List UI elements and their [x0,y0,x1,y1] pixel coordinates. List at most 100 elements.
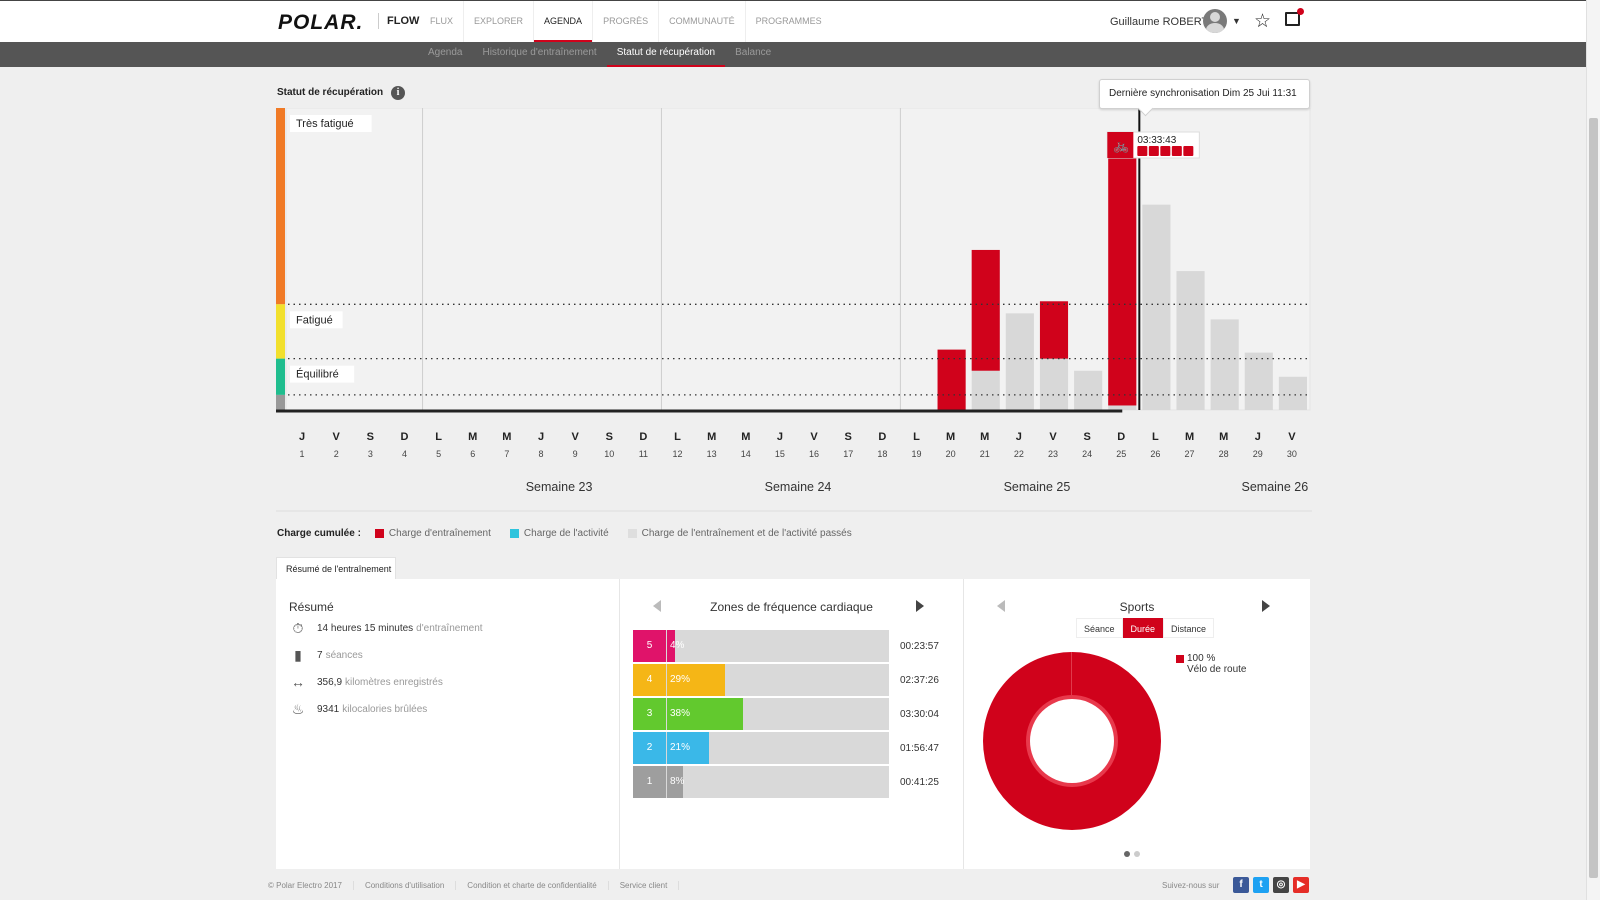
sports-prev-arrow-icon[interactable] [997,600,1005,612]
user-name[interactable]: Guillaume ROBERT [1110,16,1209,28]
bar-past-load [1244,352,1273,410]
twitter-icon[interactable]: t [1253,877,1269,893]
zone-number: 1 [633,766,666,798]
page-scrollbar[interactable] [1586,0,1600,900]
youtube-icon[interactable]: ▶ [1293,877,1309,893]
day-label: S [845,431,852,443]
avatar[interactable] [1203,9,1227,33]
date-label: 11 [639,449,648,459]
date-label: 10 [604,449,614,459]
bar-training-load[interactable] [1039,301,1069,359]
sports-donut-chart[interactable] [983,652,1161,830]
legend-entry-past: Charge de l'entraînement et de l'activit… [627,528,852,539]
zone-percent: 29% [670,674,691,685]
subnav-item-historique[interactable]: Historique d'entraînement [482,47,597,58]
day-label: M [468,431,477,443]
sports-title: Sports [1119,600,1155,614]
subnav-item-balance[interactable]: Balance [735,47,772,58]
day-label: M [946,431,955,443]
intensity-block [1148,146,1159,156]
zone-percent: 8% [670,776,685,787]
star-icon[interactable]: ☆ [1254,11,1272,32]
week-label: Semaine 24 [765,480,832,494]
zone-fill-bar [667,766,683,798]
week-label: Semaine 26 [1242,480,1309,494]
legend-entry-training: Charge d'entraînement [374,528,491,539]
nav-item-communaute[interactable]: COMMUNAUTÉ [659,1,746,42]
date-label: 6 [470,449,475,459]
legend-entry-activity: Charge de l'activité [509,528,609,539]
date-label: 16 [809,449,819,459]
zones-prev-arrow-icon[interactable] [653,600,661,612]
donut-seam [1071,652,1072,697]
sports-legend-swatch [1176,655,1184,663]
legend-title: Charge cumulée : [277,528,361,539]
nav-item-agenda[interactable]: AGENDA [534,1,594,42]
toggle-distance[interactable]: Distance [1163,618,1215,638]
day-label: V [1049,431,1057,443]
day-label: S [1083,431,1090,443]
footer-link-terms[interactable]: Conditions d'utilisation [354,881,457,890]
day-label: D [878,431,886,443]
intensity-block [1183,146,1194,156]
sub-navigation-bar: Agenda Historique d'entraînement Statut … [0,42,1586,67]
date-label: 27 [1185,449,1195,459]
summary-distance-unit: kilomètres enregistrés [345,676,443,688]
legend-label-past: Charge de l'entraînement et de l'activit… [641,528,852,539]
day-label: D [639,431,647,443]
bar-training-load[interactable] [937,349,966,410]
chart-legend: Charge cumulée : Charge d'entraînement C… [277,528,871,539]
day-label: L [1152,431,1159,443]
footer-links: © Polar Electro 2017 Conditions d'utilis… [268,881,680,890]
notification-icon[interactable] [1285,8,1304,26]
zone-fill-bar [667,630,675,662]
day-label: S [606,431,613,443]
tab-training-summary[interactable]: Résumé de l'entraînement [276,557,396,579]
date-label: 28 [1219,449,1229,459]
day-label: V [810,431,818,443]
toggle-seance[interactable]: Séance [1076,618,1123,638]
day-label: S [367,431,374,443]
date-label: 26 [1150,449,1160,459]
week-label: Semaine 25 [1004,480,1071,494]
chevron-down-icon[interactable]: ▼ [1232,16,1241,26]
level-bar-base [276,394,285,410]
nav-item-explorer[interactable]: EXPLORER [464,1,535,42]
subnav-item-recuperation[interactable]: Statut de récupération [606,42,726,67]
stopwatch-icon: ⏱ [292,620,304,636]
footer-link-support[interactable]: Service client [609,881,680,890]
day-label: M [1219,431,1228,443]
instagram-icon[interactable]: ◎ [1273,877,1289,893]
facebook-icon[interactable]: f [1233,877,1249,893]
date-label: 14 [741,449,751,459]
bar-past-load [1278,376,1307,410]
date-label: 21 [980,449,990,459]
subnav-item-agenda[interactable]: Agenda [428,47,463,58]
day-label: V [1288,431,1296,443]
nav-item-flux[interactable]: FLUX [420,1,465,42]
zone-number: 5 [633,630,666,662]
scrollbar-thumb[interactable] [1589,118,1598,878]
date-label: 4 [402,449,407,459]
zones-next-arrow-icon[interactable] [916,600,924,612]
flame-icon: ♨ [291,701,305,717]
carousel-dot-2[interactable] [1134,851,1140,857]
carousel-dot-1[interactable] [1124,851,1130,857]
session-duration: 03:33:43 [1137,135,1176,146]
heart-rate-zones-column: Zones de fréquence cardiaque 5 4% 00:23:57… [620,579,964,869]
polar-logo[interactable]: POLAR. [278,11,364,34]
intensity-block [1160,146,1171,156]
nav-item-progres[interactable]: PROGRÈS [593,1,660,42]
info-icon[interactable]: i [391,86,405,100]
bar-training-load[interactable] [1108,157,1137,406]
toggle-duree[interactable]: Durée [1122,618,1164,638]
nav-item-programmes[interactable]: PROGRAMMES [755,16,822,26]
legend-label-training: Charge d'entraînement [388,528,491,539]
summary-panel: Résumé ⏱ 14 heures 15 minutes d'entraîne… [276,579,1310,869]
level-label-very-tired: Très fatigué [296,118,354,130]
bar-training-load[interactable] [971,249,1000,371]
day-label: M [502,431,511,443]
sports-next-arrow-icon[interactable] [1262,600,1270,612]
date-label: 3 [368,449,373,459]
footer-link-privacy[interactable]: Condition et charte de confidentialité [456,881,609,890]
